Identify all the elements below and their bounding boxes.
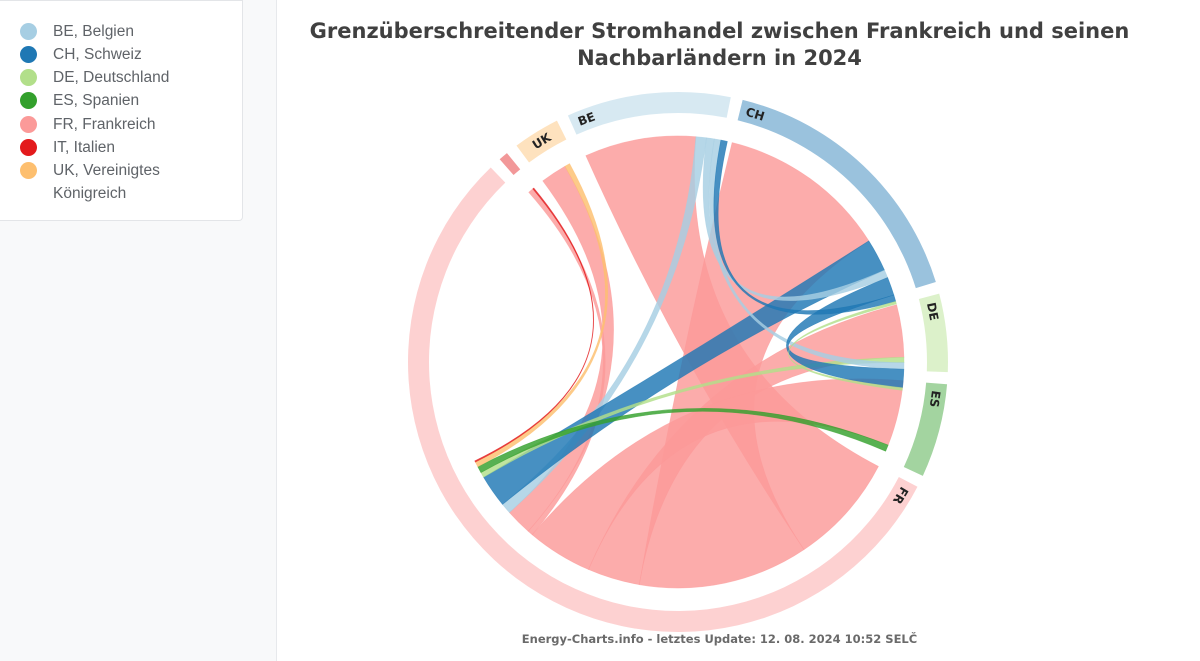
chord-ch-be <box>713 139 897 315</box>
group-label-es: ES <box>927 390 943 409</box>
legend-dot-uk <box>20 162 37 179</box>
chart-footer: Energy-Charts.info - letztes Update: 12.… <box>521 632 918 646</box>
chord-de-ch <box>788 300 903 391</box>
legend-item-be[interactable]: BE, Belgien <box>20 20 223 43</box>
legend-dot-de <box>20 69 37 86</box>
group-arc-fr <box>408 167 918 632</box>
legend-label-de: DE, Deutschland <box>53 69 170 86</box>
legend-label-ch: CH, Schweiz <box>53 46 142 63</box>
chart-title-line-1: Grenzüberschreitender Stromhandel zwisch… <box>309 19 1130 43</box>
legend-label-fr: FR, Frankreich <box>53 116 156 133</box>
legend-dot-es <box>20 92 37 109</box>
legend-label-uk: UK, Vereinigtes Königreich <box>53 162 160 202</box>
legend-label-it: IT, Italien <box>53 139 116 156</box>
chart-title-line-2: Nachbarländern in 2024 <box>577 46 862 70</box>
chords <box>474 135 905 589</box>
group-arc-uk <box>516 120 567 163</box>
sidebar: BE, Belgien CH, Schweiz DE, Deutschland … <box>0 0 277 661</box>
group-label-de: DE <box>924 301 941 322</box>
chord-uk-fr <box>474 163 608 468</box>
legend-dot-be <box>20 23 37 40</box>
legend-dot-it <box>20 139 37 156</box>
legend-item-ch[interactable]: CH, Schweiz <box>20 43 223 66</box>
group-arc-be <box>567 91 731 135</box>
legend-dot-ch <box>20 46 37 63</box>
chord-es-fr <box>477 408 889 474</box>
group-label-be: BE <box>576 110 597 129</box>
legend-dot-fr <box>20 116 37 133</box>
chart-title: Grenzüberschreitender Stromhandel zwisch… <box>277 18 1162 72</box>
legend-item-fr[interactable]: FR, Frankreich <box>20 113 223 136</box>
legend-item-es[interactable]: ES, Spanien <box>20 89 223 112</box>
legend-item-de[interactable]: DE, Deutschland <box>20 66 223 89</box>
chord-fr-ch <box>638 142 870 589</box>
legend-label-be: BE, Belgien <box>53 23 134 40</box>
legend-item-uk[interactable]: UK, Vereinigtes Königreich <box>20 159 223 205</box>
group-arc-it <box>499 153 521 176</box>
legend-item-it[interactable]: IT, Italien <box>20 136 223 159</box>
group-arc-es <box>903 382 948 476</box>
group-arc-de <box>918 293 948 373</box>
group-arc-ch <box>737 99 936 289</box>
chart-panel: Grenzüberschreitender Stromhandel zwisch… <box>277 0 1200 661</box>
group-label-ch: CH <box>744 105 766 124</box>
legend-label-es: ES, Spanien <box>53 92 140 109</box>
legend: BE, Belgien CH, Schweiz DE, Deutschland … <box>0 0 243 221</box>
chord-it-fr <box>474 187 594 463</box>
chord-de-fr <box>480 356 905 478</box>
chord-be-fr <box>502 136 707 513</box>
